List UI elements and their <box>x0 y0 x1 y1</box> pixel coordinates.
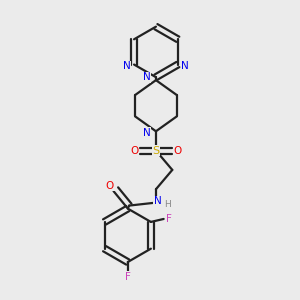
Text: N: N <box>154 196 161 206</box>
Text: O: O <box>106 181 114 191</box>
Text: N: N <box>123 61 130 71</box>
Text: N: N <box>143 72 151 82</box>
Text: H: H <box>164 200 171 208</box>
Text: N: N <box>182 61 189 71</box>
Text: S: S <box>152 146 160 156</box>
Text: O: O <box>130 146 138 156</box>
Text: F: F <box>166 214 172 224</box>
Text: N: N <box>143 128 151 138</box>
Text: F: F <box>125 272 130 282</box>
Text: O: O <box>173 146 182 156</box>
